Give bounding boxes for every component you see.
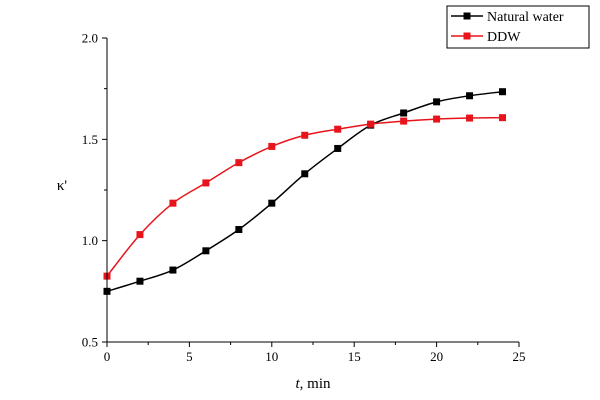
y-tick-label: 1.0 [82,233,98,248]
data-point-natural-water [466,92,474,100]
x-tick-label: 0 [104,349,111,364]
legend-box [446,5,590,49]
data-point-ddw [499,114,507,122]
series-line-natural-water [106,90,503,293]
data-point-ddw [268,142,276,150]
legend: Natural water DDW [446,5,590,49]
data-point-ddw [466,114,474,122]
data-point-ddw [169,199,177,207]
y-tick-label: 1.5 [82,132,98,147]
data-point-ddw [202,179,210,187]
data-point-ddw [433,115,441,123]
x-tick-label: 25 [513,349,526,364]
data-point-ddw [400,117,408,125]
legend-label-natural-water: Natural water [487,10,564,25]
x-tick-label: 20 [430,349,443,364]
data-point-natural-water [235,226,243,234]
plot-area [103,88,507,295]
x-tick-label: 15 [348,349,361,364]
x-ticks: 0 5 10 15 20 25 [104,342,526,364]
data-point-natural-water [136,277,144,285]
data-point-ddw [301,131,309,139]
data-point-ddw [136,231,144,239]
y-axis-title: κ' [57,178,68,194]
y-tick-label: 0.5 [82,335,98,350]
legend-marker-natural-water [463,12,471,20]
y-ticks: 0.5 1.0 1.5 2.0 [82,31,107,350]
x-axis-title: t, min [295,376,331,392]
x-tick-label: 5 [186,349,193,364]
x-tick-label: 10 [265,349,278,364]
legend-marker-ddw [463,32,471,40]
y-tick-label: 2.0 [82,31,98,46]
data-point-natural-water [334,144,342,152]
series-ddw [103,114,507,280]
data-point-natural-water [268,199,276,207]
series-line-ddw [106,116,503,277]
data-point-natural-water [433,98,441,106]
data-point-ddw [235,159,243,167]
data-point-ddw [334,125,342,133]
data-point-natural-water [301,170,309,178]
data-point-natural-water [400,109,408,117]
legend-label-ddw: DDW [487,30,521,45]
data-point-ddw [367,120,375,128]
axes [106,38,519,343]
data-point-natural-water [202,247,210,255]
data-point-natural-water [499,88,507,96]
data-point-natural-water [169,266,177,274]
